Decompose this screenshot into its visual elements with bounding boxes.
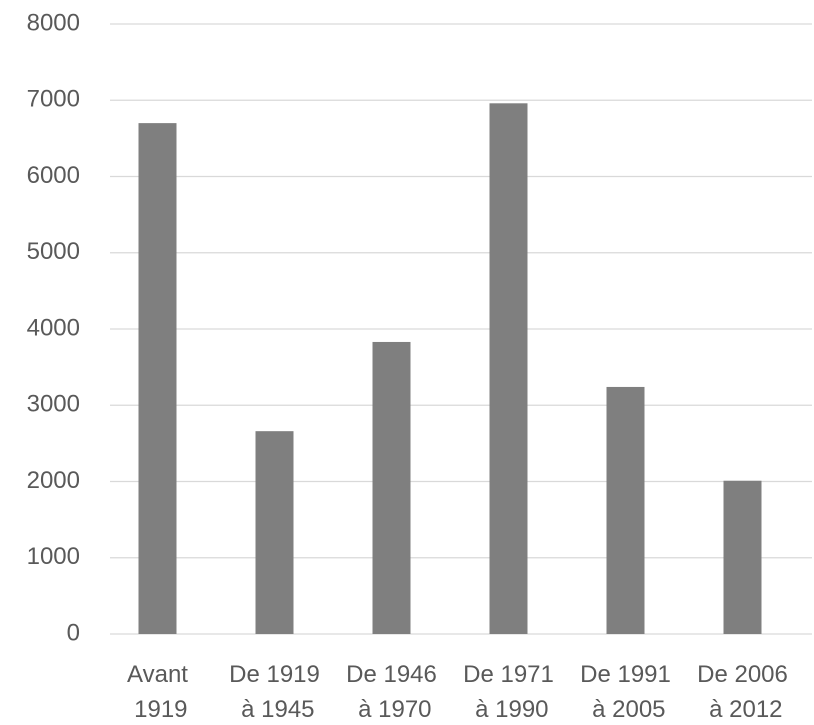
bar bbox=[372, 341, 411, 634]
x-tick-label: De 2006 à 2012 bbox=[697, 661, 788, 723]
bar bbox=[723, 480, 762, 634]
x-tick-label: De 1991 à 2005 bbox=[580, 661, 671, 723]
y-tick-label: 3000 bbox=[27, 391, 80, 418]
y-tick-label: 6000 bbox=[27, 162, 80, 189]
bar bbox=[255, 431, 294, 634]
y-tick-label: 5000 bbox=[27, 238, 80, 265]
y-tick-label: 8000 bbox=[27, 9, 80, 36]
y-tick-label: 2000 bbox=[27, 467, 80, 494]
y-tick-label: 1000 bbox=[27, 543, 80, 570]
bar bbox=[138, 123, 177, 634]
y-tick-label: 0 bbox=[67, 619, 80, 646]
bar bbox=[606, 386, 645, 634]
x-tick-label: Avant 1919 bbox=[127, 661, 188, 723]
x-tick-label: De 1946 à 1970 bbox=[346, 661, 437, 723]
y-tick-label: 7000 bbox=[27, 86, 80, 113]
x-tick-label: De 1919 à 1945 bbox=[229, 661, 320, 723]
y-tick-label: 4000 bbox=[27, 314, 80, 341]
bar bbox=[489, 103, 528, 635]
x-tick-label: De 1971 à 1990 bbox=[463, 661, 554, 723]
